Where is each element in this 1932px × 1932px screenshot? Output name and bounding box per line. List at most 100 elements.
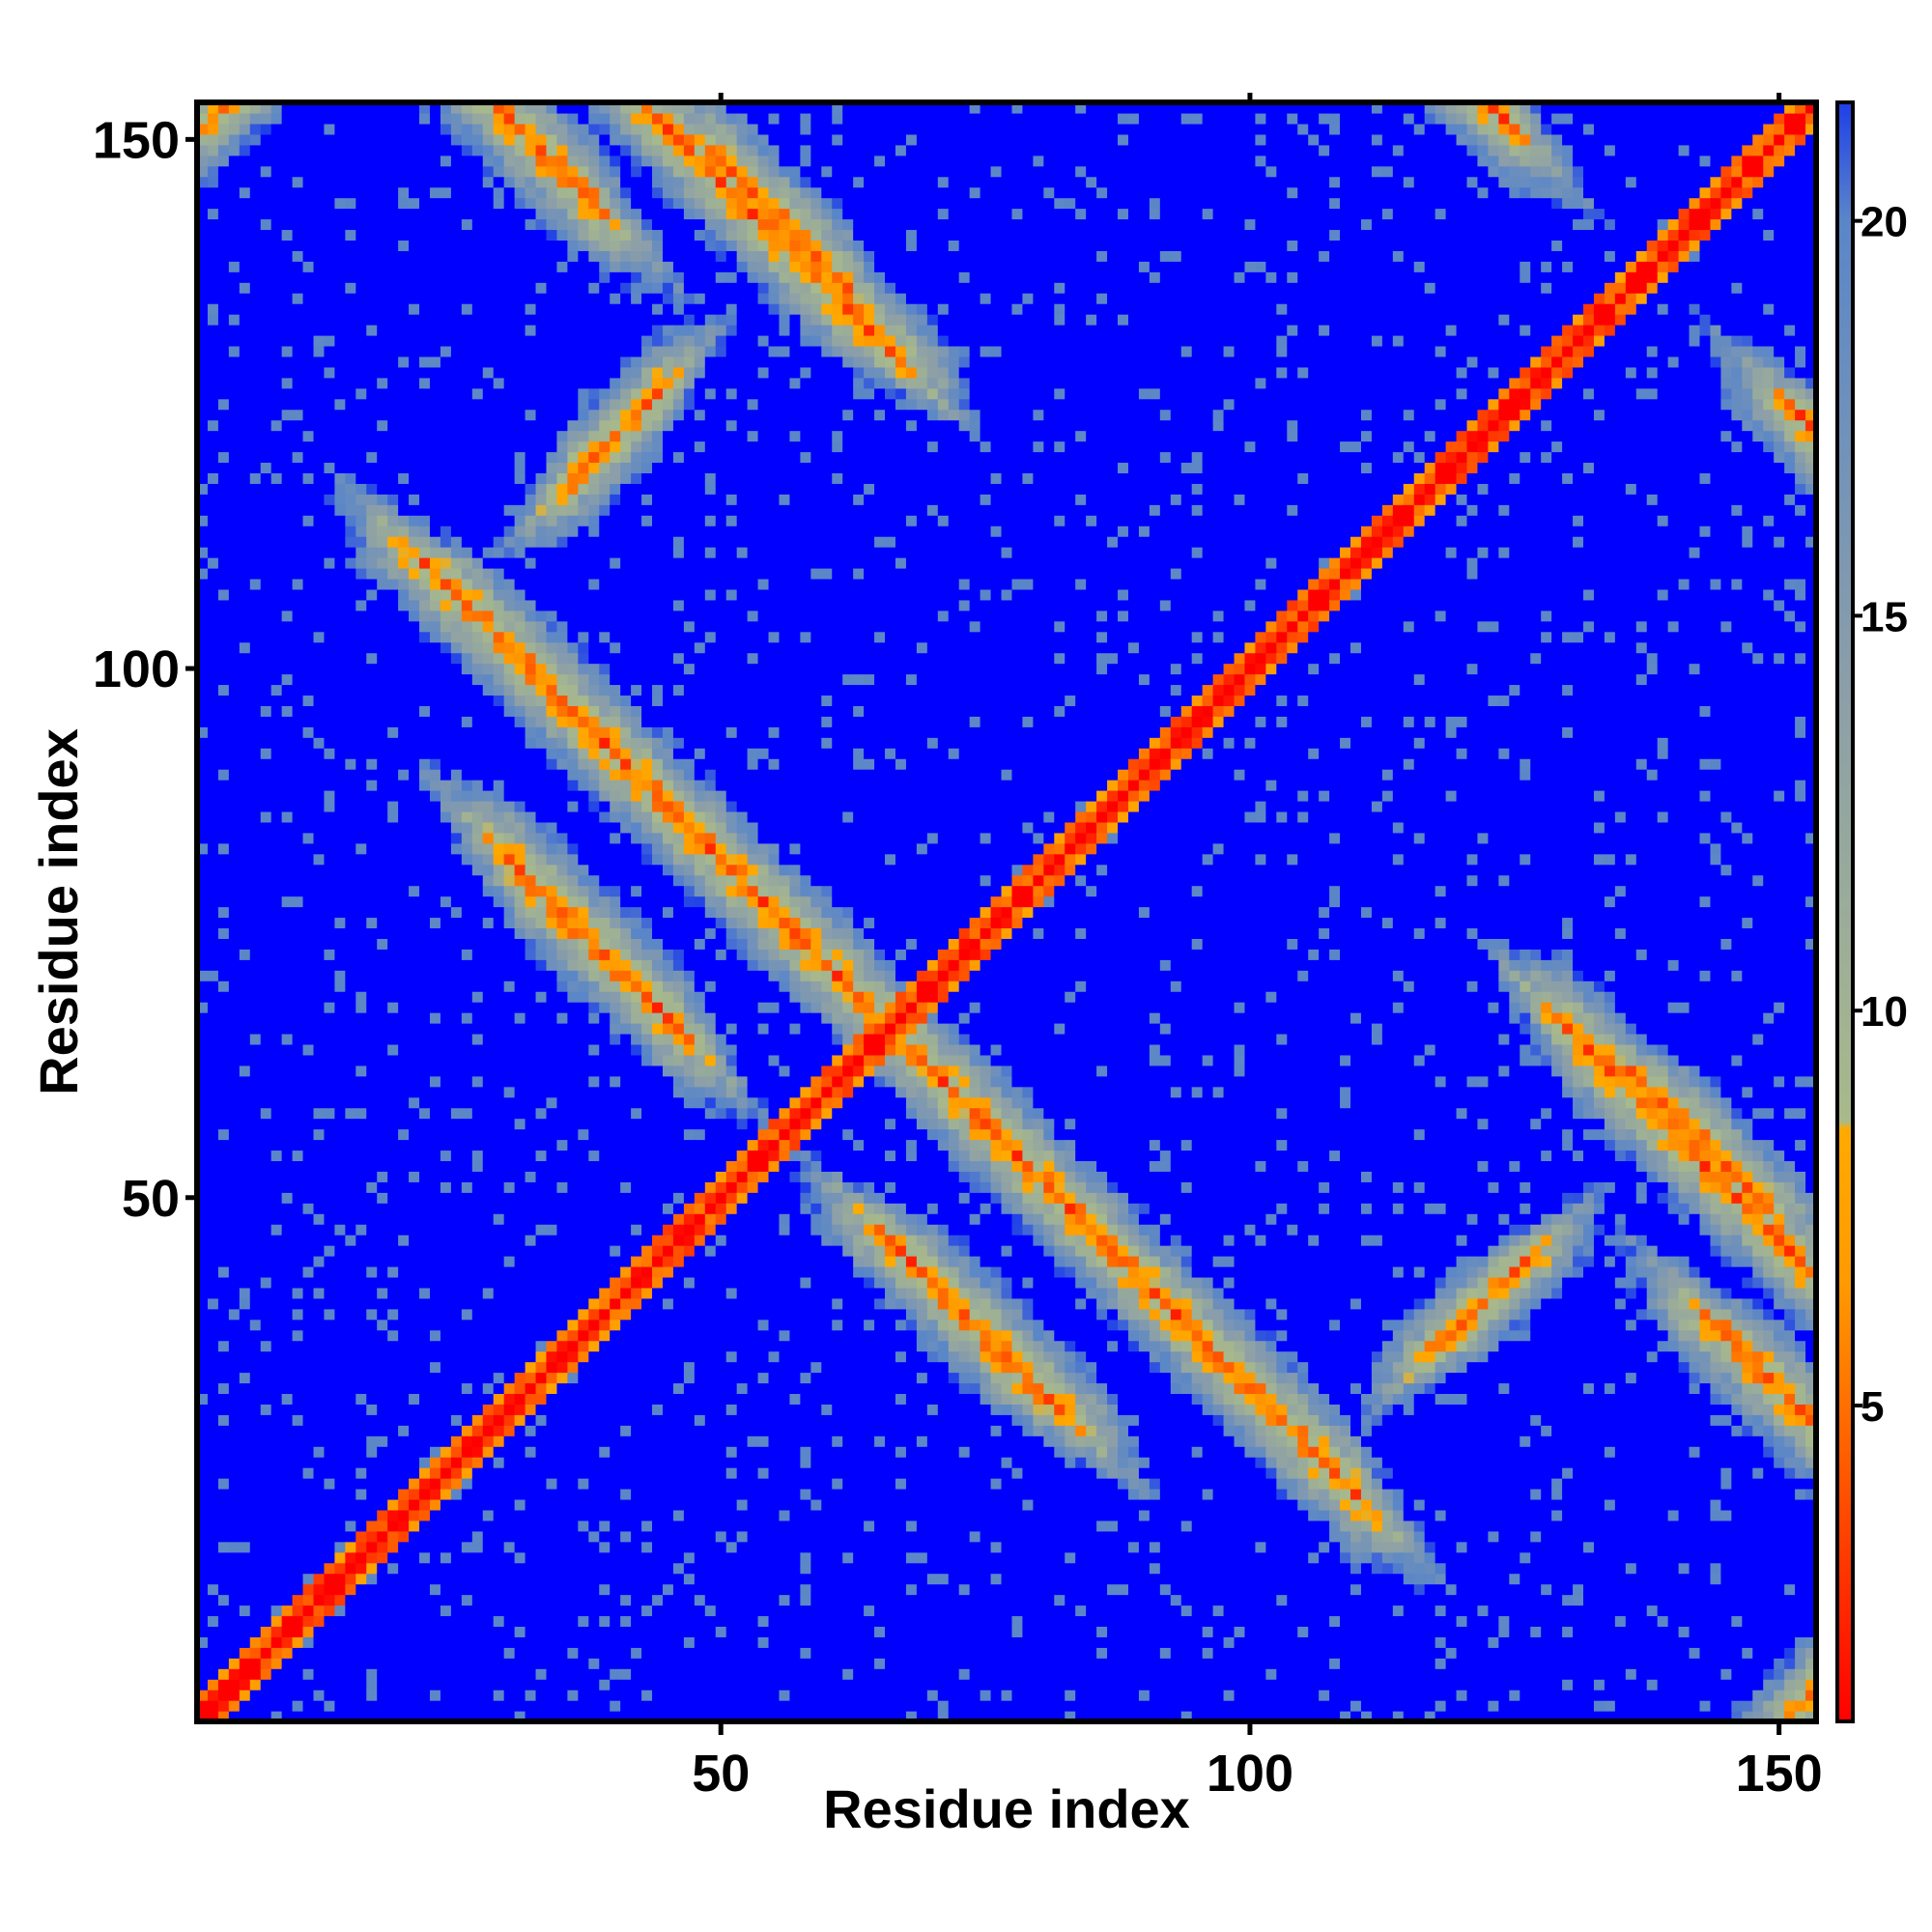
heatmap-cell [334,949,346,960]
heatmap-cell [409,547,420,558]
heatmap-cell [208,1552,219,1564]
heatmap-cell [345,854,356,866]
heatmap-cell [536,1235,548,1246]
heatmap-cell [472,166,484,178]
heatmap-cell [345,1150,356,1161]
heatmap-cell [345,1023,356,1035]
heatmap-cell [440,1341,452,1352]
heatmap-cell [451,991,463,1003]
heatmap-cell [218,1531,230,1543]
heatmap-cell [462,653,473,665]
heatmap-cell [451,674,463,686]
heatmap-cell [440,399,452,411]
heatmap-cell [377,240,388,251]
heatmap-cell [419,589,431,601]
heatmap-cell [419,1425,431,1436]
heatmap-cell [334,579,346,590]
heatmap-cell [261,737,272,749]
heatmap-cell [398,1605,410,1617]
heatmap-cell [334,166,346,178]
heatmap-cell [515,156,526,167]
heatmap-cell [515,1457,526,1468]
heatmap-cell [271,1563,283,1575]
heatmap-cell [409,261,420,272]
heatmap-cell [483,1192,495,1204]
heatmap-cell [526,1542,537,1553]
heatmap-cell [345,1341,356,1352]
heatmap-cell [208,1679,219,1690]
heatmap-cell [515,1150,526,1161]
heatmap-cell [355,1213,367,1225]
heatmap-cell [526,674,537,686]
heatmap-cell [324,1320,335,1331]
heatmap-cell [398,134,410,146]
heatmap-cell [440,1351,452,1363]
heatmap-cell [208,420,219,432]
heatmap-cell [261,875,272,887]
heatmap-cell [387,356,399,368]
heatmap-cell [303,1171,315,1182]
heatmap-cell [387,494,399,505]
heatmap-cell [526,124,537,135]
heatmap-cell [451,335,463,347]
heatmap-cell [271,716,283,727]
heatmap-cell [387,1002,399,1013]
heatmap-cell [462,568,473,580]
heatmap-cell [419,1542,431,1553]
heatmap-cell [293,1679,304,1690]
heatmap-cell [314,1404,326,1415]
heatmap-cell [451,854,463,866]
heatmap-cell [377,1087,388,1098]
heatmap-cell [240,1309,251,1321]
heatmap-cell [494,536,505,548]
heatmap-cell [303,198,315,210]
heatmap-cell [334,124,346,135]
heatmap-cell [282,949,294,960]
heatmap-cell [472,833,484,844]
heatmap-cell [271,674,283,686]
heatmap-cell [282,716,294,727]
heatmap-cell [345,632,356,643]
heatmap-cell [536,1108,548,1120]
heatmap-cell [483,156,495,167]
heatmap-cell [293,1690,304,1701]
heatmap-cell [472,282,484,294]
heatmap-cell [419,1192,431,1204]
heatmap-cell [440,949,452,960]
heatmap-cell [526,716,537,727]
heatmap-cell [451,325,463,336]
heatmap-cell [440,1034,452,1045]
heatmap-cell [387,504,399,516]
heatmap-cell [398,1320,410,1331]
heatmap-cell [504,451,516,463]
heatmap-cell [409,113,420,125]
heatmap-cell [440,198,452,210]
heatmap-cell [494,1552,505,1564]
heatmap-cell [377,1520,388,1532]
heatmap-cell [515,378,526,389]
heatmap-cell [355,145,367,156]
heatmap-cell [345,420,356,432]
heatmap-cell [314,198,326,210]
heatmap-cell [218,589,230,601]
heatmap-cell [526,431,537,442]
heatmap-cell [409,1277,420,1289]
heatmap-cell [303,907,315,919]
heatmap-cell [377,579,388,590]
heatmap-cell [355,1499,367,1511]
heatmap-cell [293,1097,304,1109]
heatmap-cell [536,1595,548,1606]
heatmap-cell [250,1647,262,1659]
heatmap-cell [462,1467,473,1479]
heatmap-cell [355,1510,367,1521]
heatmap-cell [355,303,367,315]
heatmap-cell [303,1382,315,1394]
heatmap-cell [250,1119,262,1130]
heatmap-cell [261,177,272,188]
heatmap-cell [240,1351,251,1363]
heatmap-cell [398,949,410,960]
heatmap-cell [451,1690,463,1701]
heatmap-cell [334,1245,346,1257]
heatmap-cell [419,822,431,834]
heatmap-cell [472,1404,484,1415]
